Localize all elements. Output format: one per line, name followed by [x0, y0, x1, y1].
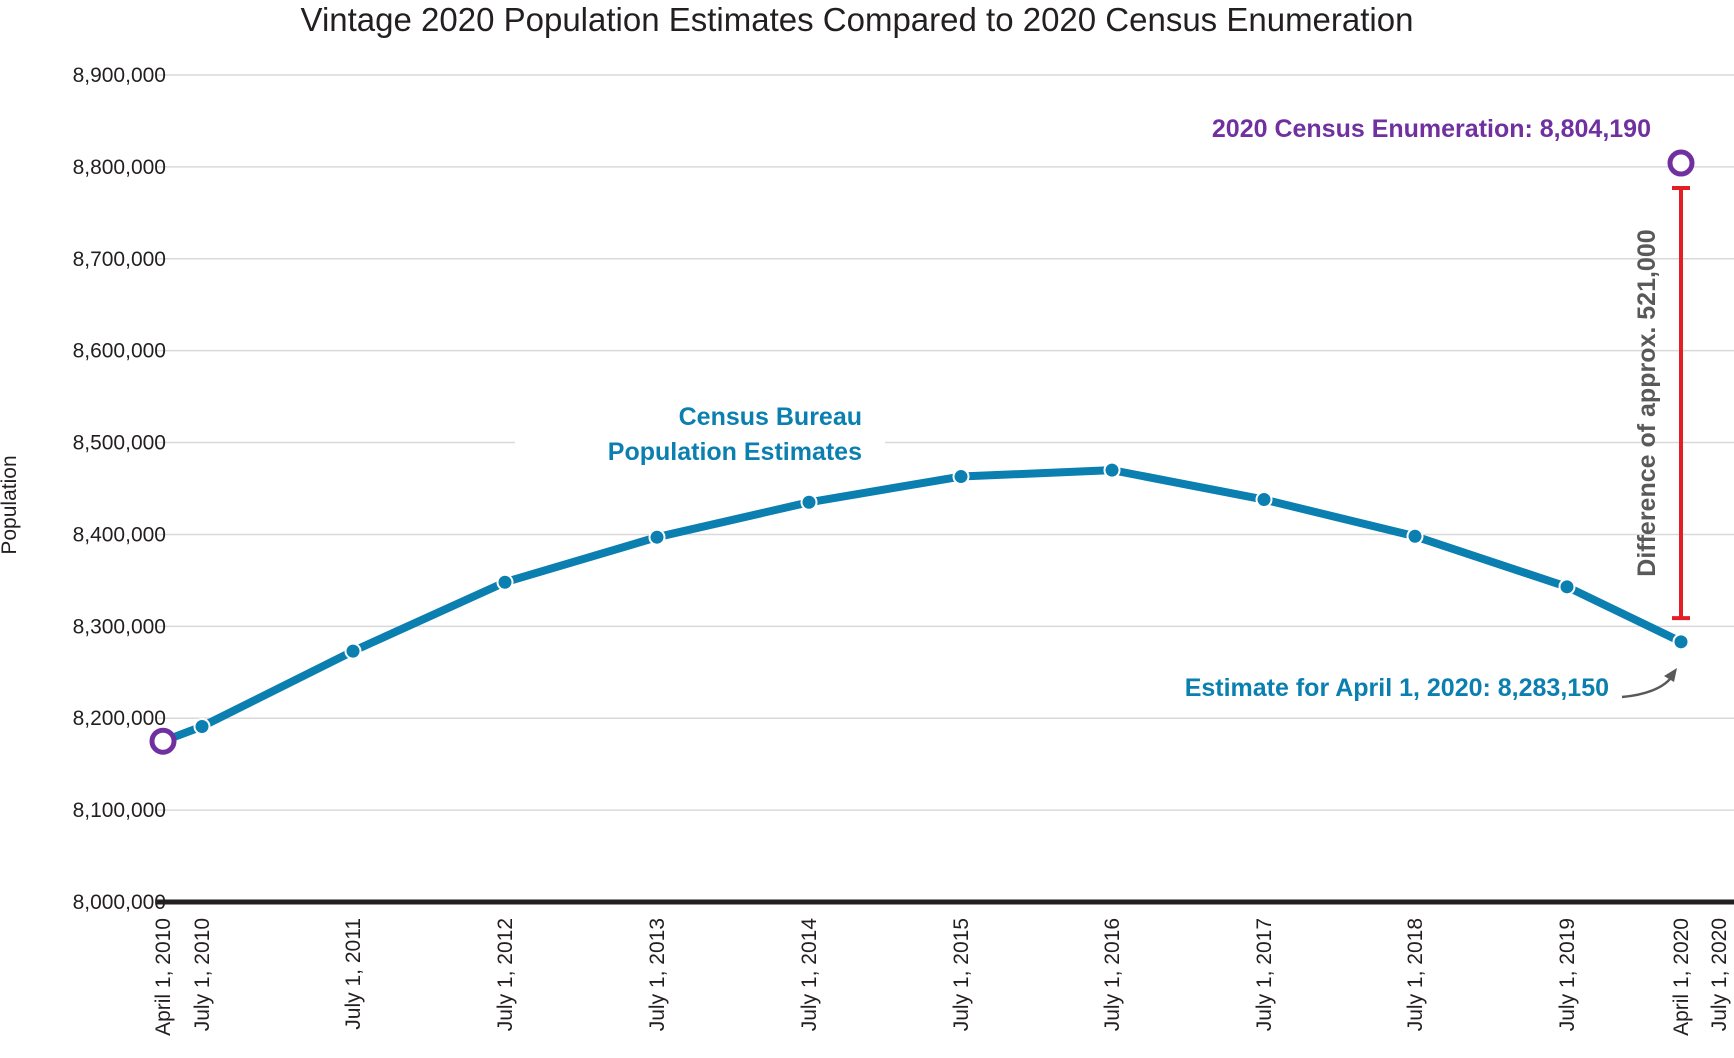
y-tick-label: 8,500,000: [73, 432, 166, 455]
x-tick-label: July 1, 2013: [646, 918, 669, 1031]
estimate-arrowhead: [1664, 668, 1677, 682]
estimate-point: [193, 717, 211, 735]
gridlines: [157, 74, 1734, 811]
estimate-point: [1103, 461, 1121, 479]
x-tick-label: July 1, 2010: [191, 918, 214, 1031]
census-point: [1667, 149, 1695, 177]
x-tick-label: July 1, 2011: [342, 918, 365, 1030]
x-tick-label: July 1, 2015: [950, 918, 973, 1031]
estimates-series-points: [193, 461, 1690, 735]
x-tick-label: July 1, 2017: [1253, 918, 1276, 1031]
y-tick-label: 8,900,000: [73, 64, 166, 87]
census-point: [149, 727, 177, 755]
y-tick-label: 8,700,000: [73, 248, 166, 271]
x-tick-label: April 1, 2020: [1670, 918, 1693, 1036]
y-tick-label: 8,400,000: [73, 523, 166, 546]
estimate-point: [952, 468, 970, 486]
estimate-point: [1406, 527, 1424, 545]
chart-title: Vintage 2020 Population Estimates Compar…: [301, 1, 1414, 38]
x-axis-ticks: April 1, 2010 July 1, 2010 July 1, 2011 Jul…: [152, 918, 1731, 1036]
x-tick-label: April 1, 2010: [152, 918, 175, 1036]
estimate-point: [1255, 491, 1273, 509]
x-tick-label: July 1, 2020: [1708, 918, 1731, 1031]
x-tick-label: July 1, 2018: [1404, 918, 1427, 1031]
census-enumeration-label: 2020 Census Enumeration: 8,804,190: [1212, 115, 1651, 143]
estimate-point: [496, 573, 514, 591]
y-tick-label: 8,300,000: [73, 615, 166, 638]
x-tick-label: July 1, 2012: [494, 918, 517, 1031]
series-label-line2: Population Estimates: [608, 438, 862, 466]
y-axis-ticks: 8,000,000 8,100,000 8,200,000 8,300,000 8,40…: [73, 64, 166, 914]
estimate-point: [800, 493, 818, 511]
census-points: [149, 149, 1695, 755]
estimate-arrow: [1621, 674, 1675, 699]
y-tick-label: 8,200,000: [73, 707, 166, 730]
estimate-point: [1672, 633, 1690, 651]
estimate-point: [1558, 578, 1576, 596]
estimates-series-line: [159, 466, 1685, 746]
estimate-point: [648, 528, 666, 546]
x-tick-label: July 1, 2016: [1101, 918, 1124, 1031]
y-tick-label: 8,100,000: [73, 799, 166, 822]
estimate-point: [344, 642, 362, 660]
x-tick-label: July 1, 2019: [1556, 918, 1579, 1031]
y-axis-label: Population: [0, 455, 21, 554]
difference-bracket: [1672, 186, 1690, 621]
series-label-backdrop: [515, 400, 885, 470]
y-tick-label: 8,000,000: [73, 891, 166, 914]
estimate-april-2020-label: Estimate for April 1, 2020: 8,283,150: [1185, 674, 1609, 702]
x-tick-label: July 1, 2014: [798, 918, 821, 1032]
series-label-line1: Census Bureau: [679, 403, 862, 431]
y-tick-label: 8,800,000: [73, 156, 166, 179]
difference-label: Difference of approx. 521,000: [1633, 229, 1661, 576]
y-tick-label: 8,600,000: [73, 340, 166, 363]
